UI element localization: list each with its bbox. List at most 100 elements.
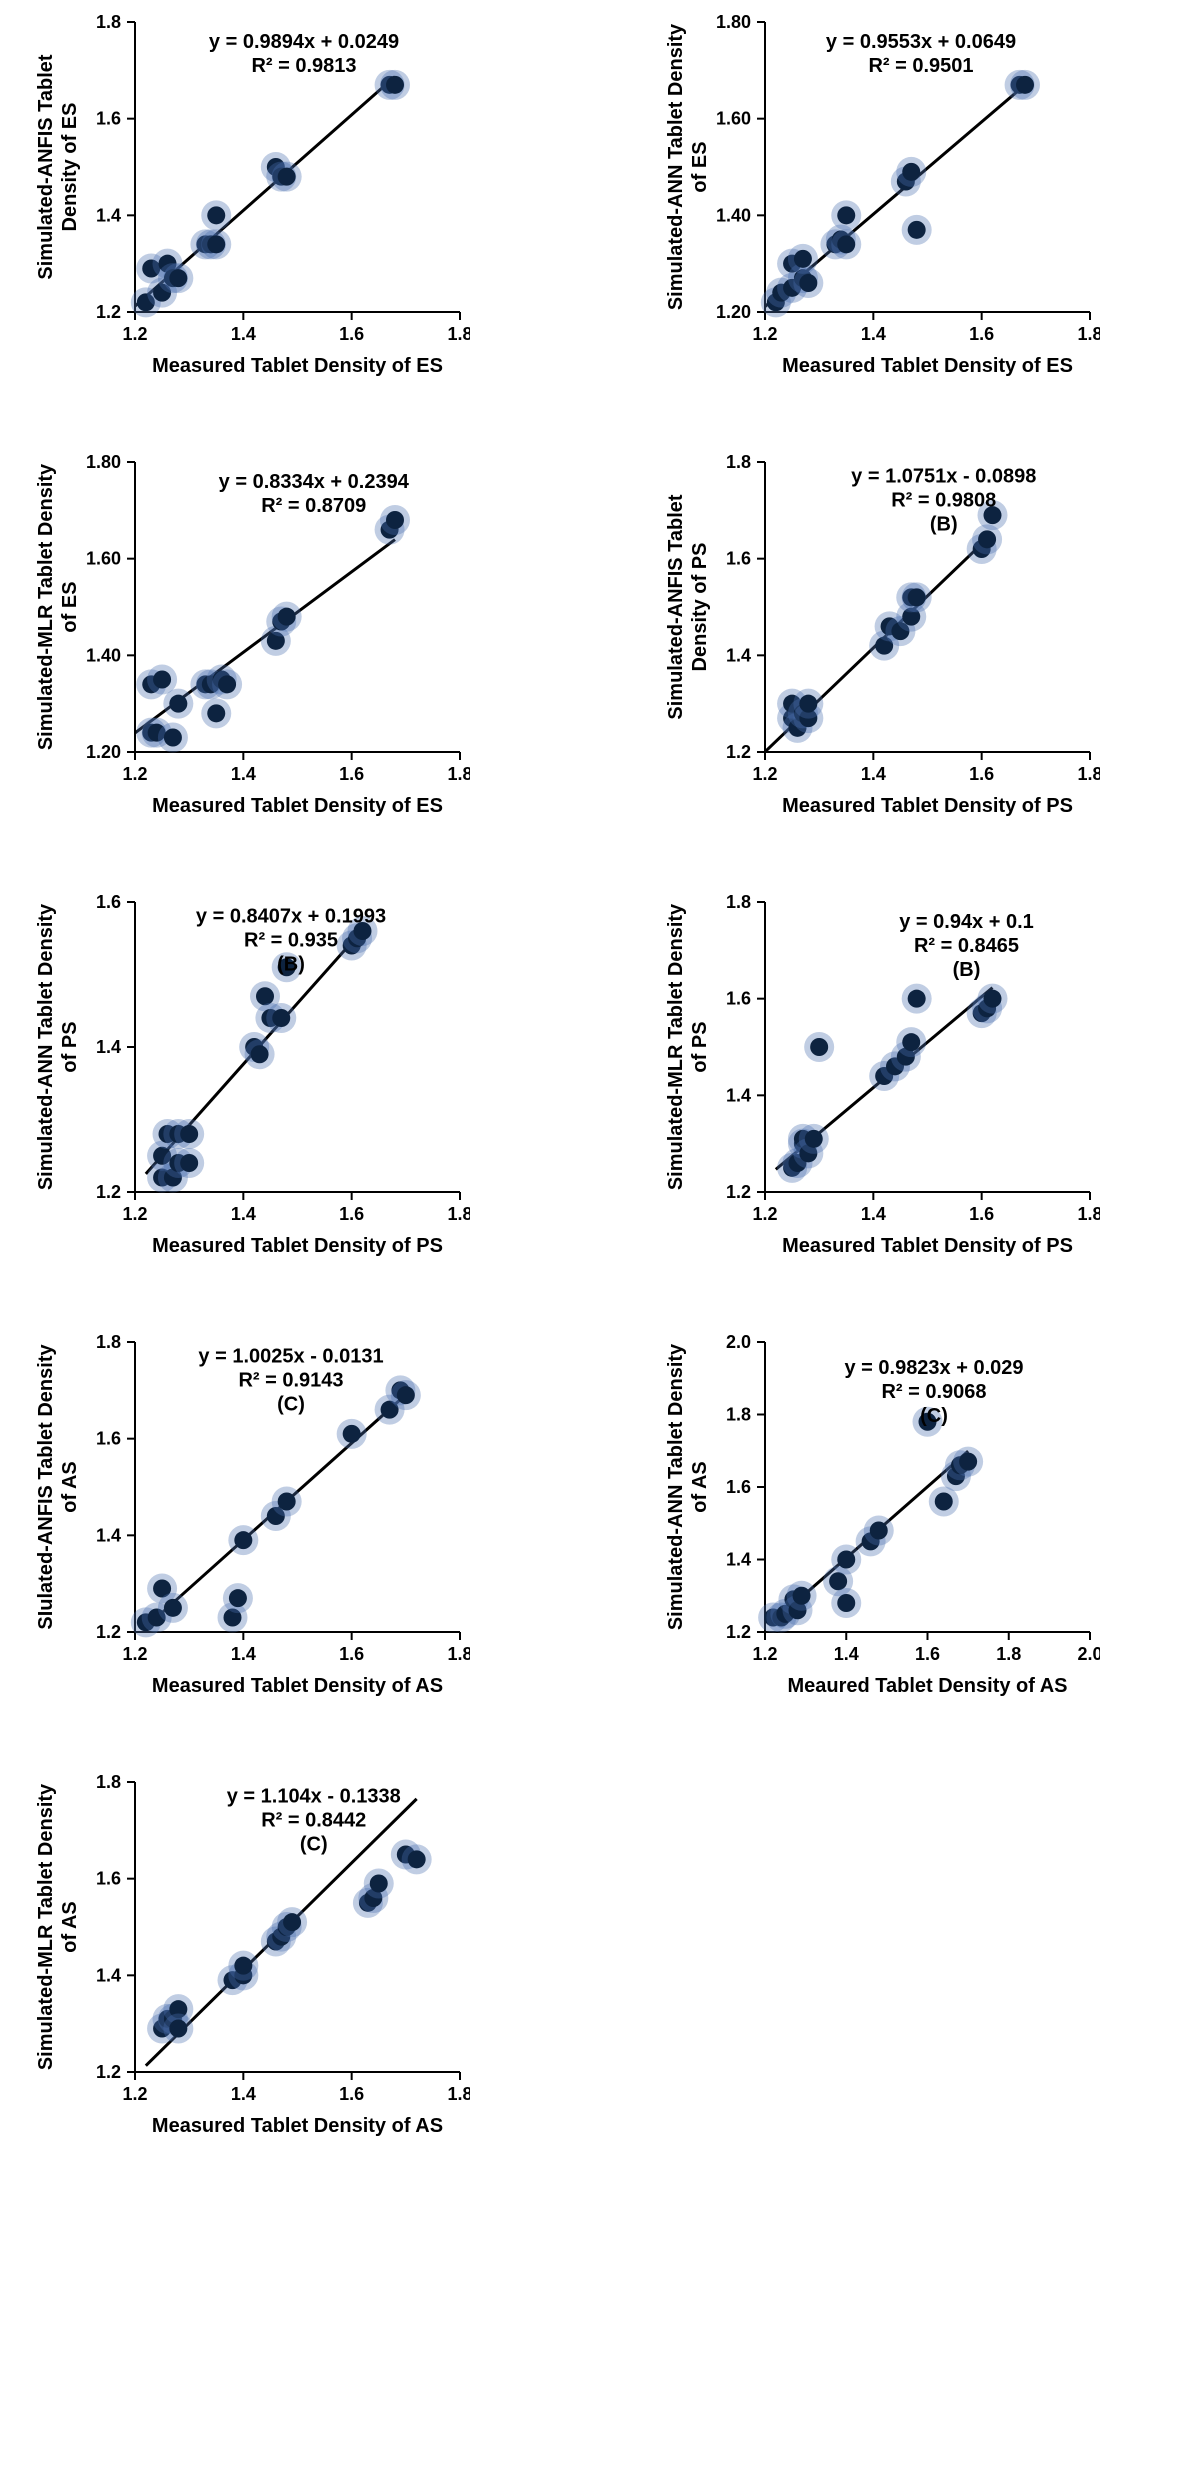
x-tick-label: 1.6 xyxy=(339,1644,364,1664)
x-tick-label: 1.6 xyxy=(969,764,994,784)
chart-c9: 1.21.41.61.81.21.41.61.8y = 1.104x - 0.1… xyxy=(30,1770,470,2150)
r-squared-text: R² = 0.9143 xyxy=(238,1369,343,1391)
data-point xyxy=(278,168,296,186)
data-point xyxy=(959,1453,977,1471)
page: 1.21.41.61.81.21.41.61.8y = 0.9894x + 0.… xyxy=(0,0,1200,2190)
r-squared-text: R² = 0.9808 xyxy=(891,489,996,511)
x-tick-label: 1.6 xyxy=(339,764,364,784)
x-axis-label: Measured Tablet Density of ES xyxy=(152,795,443,817)
y-axis-label: Simulated-ANN Tablet Density xyxy=(35,903,57,1190)
data-point xyxy=(207,704,225,722)
data-point xyxy=(397,1386,415,1404)
y-tick-label: 1.8 xyxy=(96,1332,121,1352)
y-tick-label: 1.20 xyxy=(716,302,751,322)
y-tick-label: 1.8 xyxy=(96,1772,121,1792)
x-axis-label: Measured Tablet Density of AS xyxy=(152,1675,443,1697)
x-tick-label: 1.8 xyxy=(447,1204,470,1224)
chart-c5: 1.21.41.61.81.21.41.6y = 0.8407x + 0.199… xyxy=(30,890,470,1270)
chart-cell: 1.21.41.61.81.201.401.601.80y = 0.8334x … xyxy=(30,450,540,830)
chart-c7: 1.21.41.61.81.21.41.61.8y = 1.0025x - 0.… xyxy=(30,1330,470,1710)
equation-text: y = 0.8334x + 0.2394 xyxy=(219,471,410,493)
chart-c3: 1.21.41.61.81.201.401.601.80y = 0.8334x … xyxy=(30,450,470,830)
x-tick-label: 1.8 xyxy=(447,764,470,784)
data-point xyxy=(386,511,404,529)
y-axis-label: of PS xyxy=(689,1021,711,1072)
x-tick-label: 1.4 xyxy=(861,1204,886,1224)
chart-grid: 1.21.41.61.81.21.41.61.8y = 0.9894x + 0.… xyxy=(30,10,1170,2150)
data-point xyxy=(256,987,274,1005)
y-axis-label: Simulated-MLR Tablet Density xyxy=(665,903,687,1190)
y-axis-label: Simulated-MLR Tablet Density xyxy=(35,463,57,750)
y-tick-label: 1.2 xyxy=(96,302,121,322)
y-axis-label: of PS xyxy=(59,1021,81,1072)
y-tick-label: 1.80 xyxy=(86,452,121,472)
panel-label: (B) xyxy=(953,959,981,981)
x-tick-label: 1.2 xyxy=(752,764,777,784)
x-tick-label: 1.2 xyxy=(752,1644,777,1664)
y-axis-label: of ES xyxy=(689,141,711,192)
data-point xyxy=(283,1913,301,1931)
x-tick-label: 1.6 xyxy=(915,1644,940,1664)
data-point xyxy=(799,695,817,713)
equation-text: y = 0.8407x + 0.1993 xyxy=(196,905,386,927)
data-point xyxy=(908,221,926,239)
r-squared-text: R² = 0.8465 xyxy=(914,935,1019,957)
equation-text: y = 1.0025x - 0.0131 xyxy=(198,1345,383,1367)
r-squared-text: R² = 0.935 xyxy=(244,929,338,951)
equation-text: y = 0.9823x + 0.029 xyxy=(844,1357,1023,1379)
data-point xyxy=(164,729,182,747)
y-tick-label: 1.8 xyxy=(96,12,121,32)
y-axis-label: Density of ES xyxy=(59,103,81,232)
y-tick-label: 1.4 xyxy=(96,1037,121,1057)
x-tick-label: 1.4 xyxy=(861,764,886,784)
data-point xyxy=(805,1130,823,1148)
y-axis-label: SIulated-ANFIS Tablet Density xyxy=(35,1344,57,1630)
data-point xyxy=(229,1589,247,1607)
data-point xyxy=(386,76,404,94)
x-tick-label: 1.4 xyxy=(231,764,256,784)
x-axis-label: Measured Tablet Density of PS xyxy=(782,1235,1073,1257)
y-axis-label: Density of PS xyxy=(689,543,711,672)
x-axis-label: Meaured Tablet Density of AS xyxy=(787,1675,1067,1697)
x-tick-label: 1.2 xyxy=(122,764,147,784)
chart-cell: 1.21.41.61.81.21.41.61.8y = 0.9894x + 0.… xyxy=(30,10,540,390)
data-point xyxy=(908,588,926,606)
y-tick-label: 1.8 xyxy=(726,452,751,472)
equation-text: y = 0.9553x + 0.0649 xyxy=(826,31,1016,53)
x-tick-label: 1.4 xyxy=(861,324,886,344)
x-tick-label: 2.0 xyxy=(1077,1644,1100,1664)
y-axis-label: Simulated-ANFIS Tablet xyxy=(35,54,57,280)
data-point xyxy=(935,1493,953,1511)
chart-c2: 1.21.41.61.81.201.401.601.80y = 0.9553x … xyxy=(660,10,1100,390)
y-tick-label: 1.2 xyxy=(96,1182,121,1202)
data-point xyxy=(272,1009,290,1027)
x-axis-label: Measured Tablet Density of AS xyxy=(152,2115,443,2137)
data-point xyxy=(408,1850,426,1868)
data-point xyxy=(902,163,920,181)
y-tick-label: 1.2 xyxy=(726,742,751,762)
x-tick-label: 1.4 xyxy=(231,324,256,344)
x-axis-label: Measured Tablet Density of PS xyxy=(782,795,1073,817)
data-point xyxy=(810,1038,828,1056)
y-tick-label: 1.4 xyxy=(726,645,751,665)
data-point xyxy=(837,1551,855,1569)
y-tick-label: 1.4 xyxy=(96,1525,121,1545)
panel-label: (B) xyxy=(930,513,958,535)
y-tick-label: 1.4 xyxy=(96,205,121,225)
data-point xyxy=(153,671,171,689)
y-tick-label: 2.0 xyxy=(726,1332,751,1352)
chart-cell: 1.21.41.61.81.21.41.61.8y = 1.104x - 0.1… xyxy=(30,1770,540,2150)
data-point xyxy=(837,1594,855,1612)
x-tick-label: 1.4 xyxy=(834,1644,859,1664)
data-point xyxy=(207,206,225,224)
x-tick-label: 1.4 xyxy=(231,1644,256,1664)
x-axis-label: Measured Tablet Density of ES xyxy=(152,355,443,377)
data-point xyxy=(180,1154,198,1172)
data-point xyxy=(978,530,996,548)
y-tick-label: 1.4 xyxy=(726,1550,751,1570)
data-point xyxy=(180,1125,198,1143)
panel-label: (C) xyxy=(300,1833,328,1855)
y-tick-label: 1.6 xyxy=(726,549,751,569)
data-point xyxy=(234,1531,252,1549)
y-axis-label: of ES xyxy=(59,581,81,632)
